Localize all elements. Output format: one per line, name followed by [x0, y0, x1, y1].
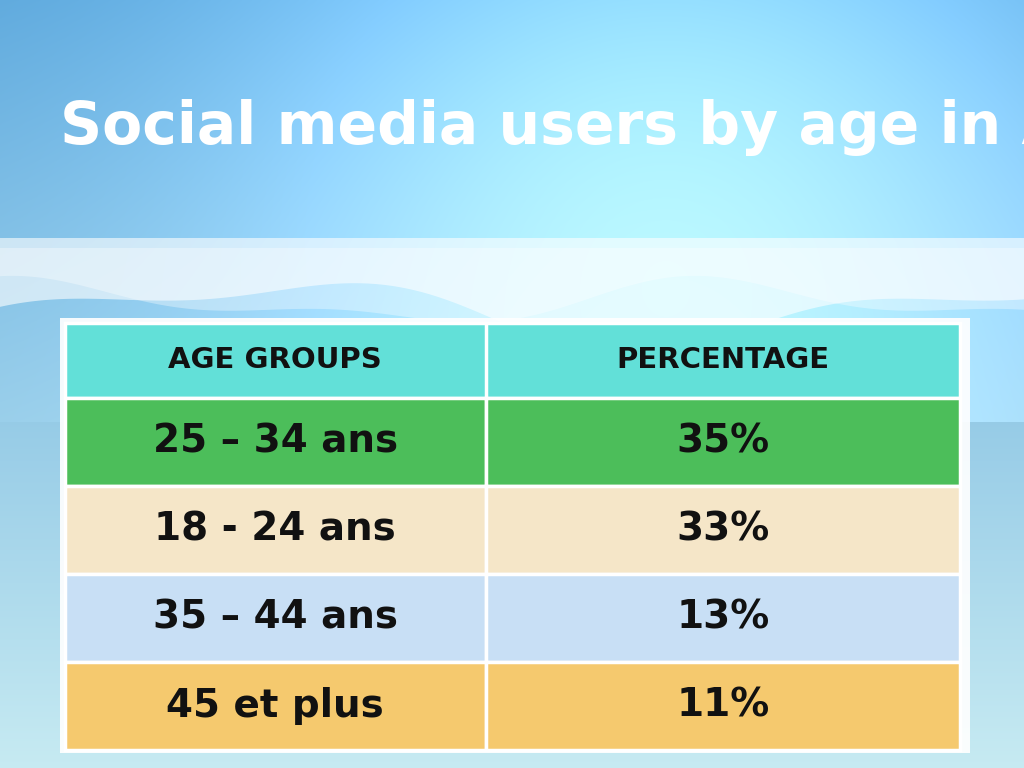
- FancyBboxPatch shape: [65, 662, 485, 750]
- FancyBboxPatch shape: [485, 574, 961, 662]
- Text: 35%: 35%: [676, 422, 769, 461]
- FancyBboxPatch shape: [65, 323, 961, 398]
- FancyBboxPatch shape: [65, 486, 485, 574]
- FancyBboxPatch shape: [485, 662, 961, 750]
- Text: 25 – 34 ans: 25 – 34 ans: [153, 422, 398, 461]
- Text: AGE GROUPS: AGE GROUPS: [169, 346, 382, 374]
- FancyBboxPatch shape: [60, 318, 970, 753]
- Polygon shape: [0, 248, 1024, 323]
- Text: 33%: 33%: [676, 511, 769, 549]
- Text: 35 – 44 ans: 35 – 44 ans: [153, 599, 398, 637]
- FancyBboxPatch shape: [485, 398, 961, 486]
- Text: 45 et plus: 45 et plus: [167, 687, 384, 725]
- Text: PERCENTAGE: PERCENTAGE: [616, 346, 829, 374]
- Polygon shape: [0, 238, 1024, 357]
- Text: 13%: 13%: [676, 599, 769, 637]
- FancyBboxPatch shape: [65, 574, 485, 662]
- Text: Social media users by age in Africa: Social media users by age in Africa: [60, 100, 1024, 157]
- FancyBboxPatch shape: [65, 398, 485, 486]
- FancyBboxPatch shape: [485, 486, 961, 574]
- Text: 18 - 24 ans: 18 - 24 ans: [155, 511, 396, 549]
- Text: 11%: 11%: [676, 687, 769, 725]
